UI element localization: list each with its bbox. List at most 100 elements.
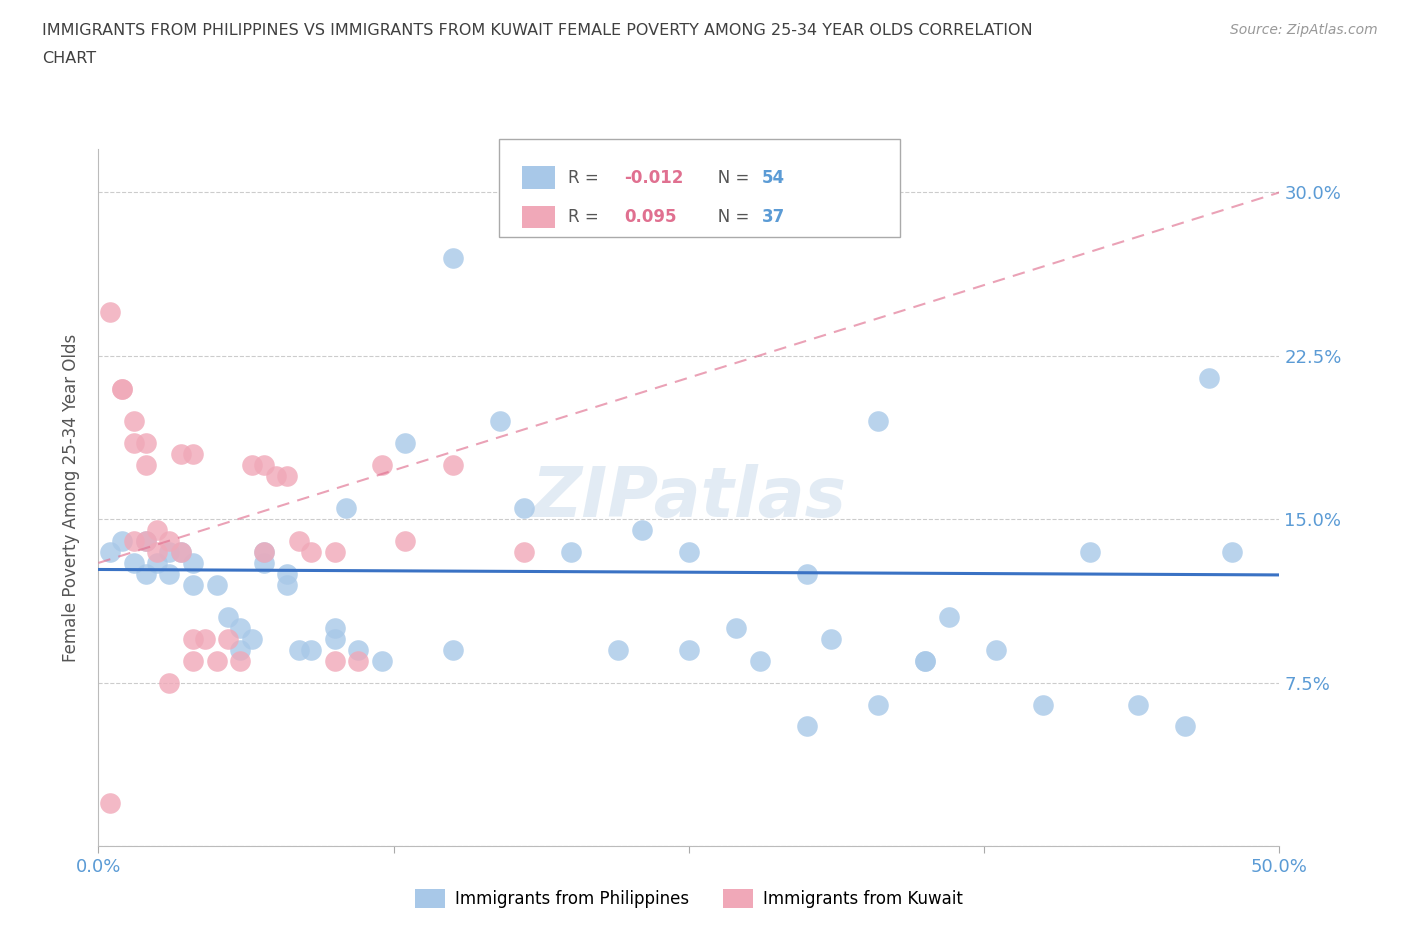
Point bbox=[157, 675, 180, 690]
Point bbox=[866, 414, 889, 429]
Point bbox=[98, 795, 121, 810]
Point bbox=[1220, 545, 1243, 560]
Legend: Immigrants from Philippines, Immigrants from Kuwait: Immigrants from Philippines, Immigrants … bbox=[409, 883, 969, 915]
Point bbox=[181, 555, 204, 570]
Y-axis label: Female Poverty Among 25-34 Year Olds: Female Poverty Among 25-34 Year Olds bbox=[62, 334, 80, 661]
Point bbox=[181, 631, 204, 646]
Point bbox=[914, 654, 936, 669]
Point bbox=[1032, 698, 1054, 712]
Point bbox=[135, 458, 157, 472]
Text: R =: R = bbox=[568, 168, 605, 187]
Point bbox=[98, 545, 121, 560]
Point bbox=[170, 545, 193, 560]
Point bbox=[146, 523, 169, 538]
Point bbox=[240, 458, 263, 472]
Point bbox=[205, 654, 228, 669]
Point bbox=[170, 545, 193, 560]
Point bbox=[394, 534, 416, 549]
Text: N =: N = bbox=[702, 168, 754, 187]
Point bbox=[441, 643, 464, 658]
Point bbox=[725, 621, 748, 636]
Point bbox=[253, 545, 276, 560]
Point bbox=[122, 555, 145, 570]
Point bbox=[1126, 698, 1149, 712]
Point bbox=[560, 545, 582, 560]
Point bbox=[253, 545, 276, 560]
Text: -0.012: -0.012 bbox=[624, 168, 683, 187]
Point bbox=[323, 621, 346, 636]
Point bbox=[984, 643, 1007, 658]
Text: R =: R = bbox=[568, 207, 605, 226]
Point bbox=[135, 435, 157, 450]
Point bbox=[347, 643, 370, 658]
Point bbox=[820, 631, 842, 646]
Point bbox=[347, 654, 370, 669]
Point bbox=[264, 469, 287, 484]
Point bbox=[181, 654, 204, 669]
Point bbox=[98, 305, 121, 320]
Point bbox=[288, 643, 311, 658]
Point bbox=[181, 578, 204, 592]
Point bbox=[122, 414, 145, 429]
Point bbox=[371, 654, 394, 669]
Point bbox=[512, 501, 534, 516]
Point bbox=[796, 719, 818, 734]
Text: Source: ZipAtlas.com: Source: ZipAtlas.com bbox=[1230, 23, 1378, 37]
Point bbox=[229, 643, 252, 658]
Point bbox=[253, 555, 276, 570]
Point bbox=[323, 631, 346, 646]
Point bbox=[796, 566, 818, 581]
Point bbox=[181, 446, 204, 461]
Point bbox=[630, 523, 652, 538]
Point bbox=[748, 654, 770, 669]
Point bbox=[914, 654, 936, 669]
Point bbox=[276, 566, 298, 581]
Text: 0.095: 0.095 bbox=[624, 207, 676, 226]
Point bbox=[229, 654, 252, 669]
Point bbox=[866, 698, 889, 712]
Point bbox=[122, 435, 145, 450]
Point bbox=[441, 250, 464, 265]
Point bbox=[111, 381, 134, 396]
Point bbox=[288, 534, 311, 549]
Point bbox=[135, 534, 157, 549]
Point bbox=[240, 631, 263, 646]
Text: 54: 54 bbox=[762, 168, 785, 187]
Point bbox=[335, 501, 357, 516]
Point bbox=[122, 534, 145, 549]
Point bbox=[146, 555, 169, 570]
Point bbox=[371, 458, 394, 472]
Point bbox=[299, 545, 322, 560]
Point bbox=[157, 534, 180, 549]
Text: CHART: CHART bbox=[42, 51, 96, 66]
Point bbox=[217, 610, 239, 625]
Text: ZIPatlas: ZIPatlas bbox=[531, 464, 846, 531]
Point bbox=[135, 566, 157, 581]
Point bbox=[1174, 719, 1197, 734]
Point bbox=[229, 621, 252, 636]
Point bbox=[157, 566, 180, 581]
Point bbox=[512, 545, 534, 560]
Point bbox=[678, 545, 700, 560]
Point bbox=[323, 545, 346, 560]
Point bbox=[135, 534, 157, 549]
Point bbox=[938, 610, 960, 625]
Point bbox=[205, 578, 228, 592]
Point bbox=[276, 469, 298, 484]
Point bbox=[253, 458, 276, 472]
Point bbox=[111, 381, 134, 396]
Point bbox=[323, 654, 346, 669]
Point bbox=[678, 643, 700, 658]
Point bbox=[299, 643, 322, 658]
Text: N =: N = bbox=[702, 207, 754, 226]
Point bbox=[194, 631, 217, 646]
Point bbox=[111, 534, 134, 549]
Point bbox=[394, 435, 416, 450]
Point bbox=[146, 545, 169, 560]
Point bbox=[217, 631, 239, 646]
Text: 37: 37 bbox=[762, 207, 786, 226]
Point bbox=[1198, 370, 1220, 385]
Point bbox=[489, 414, 512, 429]
Point bbox=[441, 458, 464, 472]
Point bbox=[607, 643, 630, 658]
